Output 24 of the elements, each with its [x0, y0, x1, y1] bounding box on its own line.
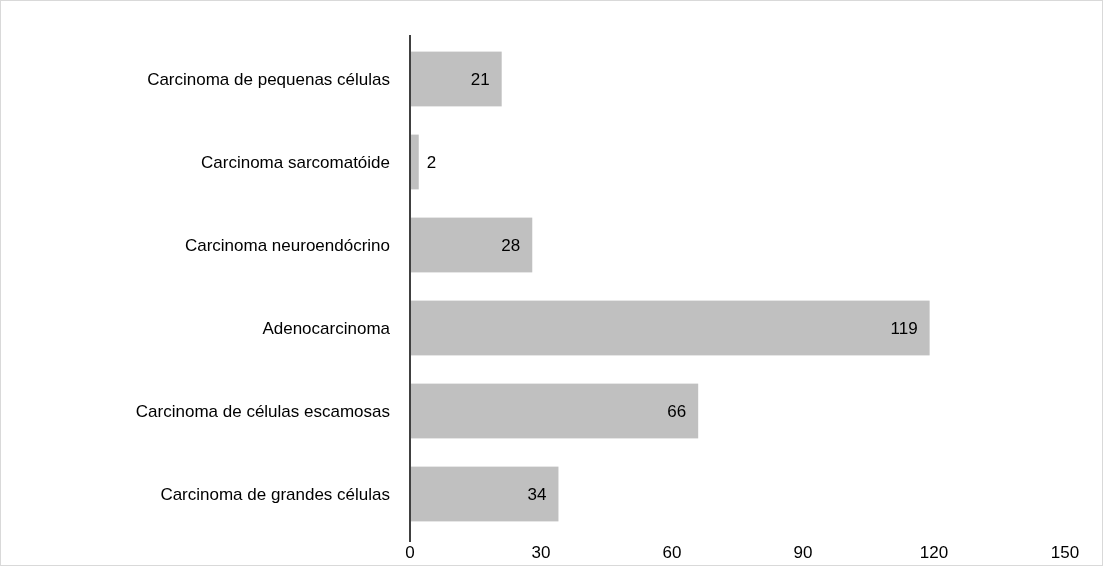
y-tick-label: Carcinoma sarcomatóide [201, 152, 390, 172]
bar [410, 51, 502, 107]
data-label: 119 [890, 318, 918, 338]
y-tick-label: Carcinoma de células escamosas [135, 401, 390, 421]
x-tick-label: 0 [405, 543, 415, 562]
bar [410, 134, 419, 190]
y-tick-label: Carcinoma neuroendócrino [184, 235, 390, 255]
bar [410, 383, 699, 439]
x-tick-label: 90 [793, 543, 813, 562]
y-tick-label: Carcinoma de pequenas células [147, 69, 390, 89]
data-label: 28 [501, 235, 521, 255]
data-label: 66 [667, 401, 687, 421]
bar [410, 217, 533, 273]
x-tick-label: 60 [662, 543, 682, 562]
data-label: 21 [470, 69, 490, 89]
x-tick-label: 30 [531, 543, 551, 562]
y-tick-label: Adenocarcinoma [262, 318, 391, 338]
x-tick-label: 120 [919, 543, 949, 562]
bar [410, 300, 930, 356]
x-tick-label: 150 [1050, 543, 1080, 562]
bar [410, 466, 559, 522]
data-label: 2 [426, 152, 437, 172]
data-label: 34 [527, 484, 547, 504]
y-tick-label: Carcinoma de grandes células [160, 484, 390, 504]
